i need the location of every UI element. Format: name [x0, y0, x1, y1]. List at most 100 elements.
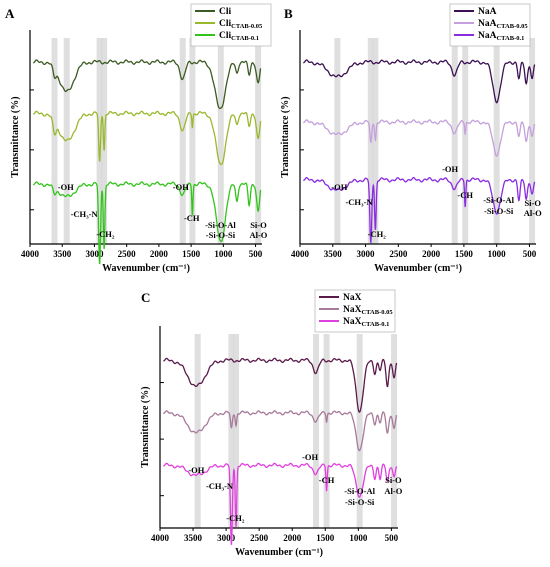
highlight-band — [96, 38, 103, 244]
x-axis-title: Wavenumber (cm⁻¹) — [374, 263, 462, 274]
series-line-1 — [303, 119, 536, 157]
series-line-2 — [303, 176, 536, 244]
peak-annotation: Si-O — [385, 475, 402, 485]
legend-entry: CliCTAB-0.1 — [219, 31, 259, 42]
peak-annotation: -Si-O-Si — [345, 497, 375, 507]
x-tick-label: 1000 — [488, 249, 507, 259]
peak-annotation: -Si-O-Si — [206, 230, 236, 240]
x-tick-label: 1500 — [316, 533, 335, 543]
panel-letter: C — [141, 290, 150, 305]
legend-name: NaA — [478, 19, 497, 29]
x-tick-label: 1500 — [182, 249, 201, 259]
x-axis-title: Wavenumber (cm⁻¹) — [235, 547, 323, 558]
legend-subscript: CTAB-0.05 — [361, 309, 393, 316]
x-axis-title: Wavenumber (cm⁻¹) — [102, 263, 190, 274]
peak-annotation: -CH — [457, 190, 473, 200]
x-tick-label: 1500 — [455, 249, 474, 259]
highlight-band — [179, 38, 186, 244]
peak-annotation: -CH — [184, 213, 200, 223]
peak-annotation: -OH — [302, 452, 318, 462]
x-tick-label: 500 — [523, 249, 537, 259]
highlight-band — [451, 38, 458, 244]
x-tick-label: 2000 — [150, 249, 169, 259]
series-line-2 — [163, 462, 398, 546]
panel-letter: A — [5, 6, 15, 21]
peak-annotation: -Si-O-Al — [344, 486, 375, 496]
y-axis-title: Transmittance (%) — [280, 96, 291, 177]
peak-annotation: -Si-O-Al — [205, 220, 236, 230]
legend-name: NaX — [343, 317, 362, 327]
highlight-band — [462, 38, 469, 244]
x-tick-label: 3000 — [217, 533, 236, 543]
peak-annotation: -CH₂ — [226, 513, 245, 523]
x-tick-label: 4000 — [151, 533, 170, 543]
highlight-band — [334, 38, 341, 244]
series-line-1 — [163, 410, 398, 452]
panel-b: B 4000 3500 3000 2500 2000 1500 1000 500 Wavenumb… — [280, 3, 542, 274]
legend-name: NaX — [343, 305, 362, 315]
peak-annotation: -OH — [188, 465, 204, 475]
highlight-band — [313, 334, 320, 528]
series-line-0 — [163, 357, 398, 413]
peak-annotation: Al-O — [524, 208, 542, 218]
highlight-band — [255, 38, 262, 244]
x-tick-label: 500 — [385, 533, 399, 543]
y-axis-title: Transmittance (%) — [10, 96, 21, 177]
legend-entry: NaXCTAB-0.05 — [343, 305, 393, 316]
highlight-band — [63, 38, 70, 244]
series-line-0 — [33, 59, 262, 110]
highlight-band — [493, 38, 500, 244]
legend-subscript: CTAB-0.1 — [231, 35, 259, 42]
highlight-band — [217, 38, 224, 244]
series-line-0 — [303, 59, 536, 104]
legend-entry: NaX — [343, 293, 362, 303]
x-tick-label: 2500 — [250, 533, 269, 543]
x-tick-label: 2000 — [283, 533, 302, 543]
legend-name: Cli — [219, 7, 232, 17]
legend-name: Cli — [219, 19, 232, 29]
x-tick-label: 3000 — [85, 249, 104, 259]
x-tick-label: 1000 — [349, 533, 368, 543]
x-tick-label: 2500 — [389, 249, 408, 259]
peak-annotation: -CH₃-N — [71, 209, 99, 219]
highlight-band — [529, 38, 536, 244]
x-tick-label: 2000 — [422, 249, 441, 259]
x-tick-label: 3000 — [357, 249, 376, 259]
highlight-band — [391, 334, 398, 528]
x-tick-label: 2500 — [118, 249, 137, 259]
series-line-2 — [33, 181, 262, 265]
legend-entry: NaACTAB-0.1 — [478, 31, 524, 42]
legend-name: NaA — [478, 31, 497, 41]
legend-name: NaA — [478, 7, 497, 17]
peak-annotation: -CH — [319, 475, 335, 485]
legend-box — [190, 3, 272, 47]
legend-subscript: CTAB-0.05 — [231, 23, 263, 30]
x-tick-label: 1000 — [214, 249, 233, 259]
legend-entry: NaACTAB-0.05 — [478, 19, 528, 30]
peak-annotation: -CH₂ — [368, 229, 387, 239]
peak-annotation: -Si-O-Si — [484, 206, 514, 216]
peak-annotation: -OH — [173, 182, 189, 192]
x-tick-label: 4000 — [291, 249, 310, 259]
legend-name: Cli — [219, 31, 232, 41]
peak-annotation: Si-O — [250, 220, 267, 230]
peak-annotation: -OH — [442, 164, 458, 174]
peak-annotation: -CH₃-N — [206, 481, 234, 491]
x-tick-label: 3500 — [53, 249, 72, 259]
legend-entry: CliCTAB-0.05 — [219, 19, 263, 30]
peak-annotation: -CH₃-N — [345, 197, 373, 207]
highlight-band — [228, 334, 235, 528]
panel-a: A 4000 3500 3000 2500 2000 1500 1000 500 Wavenumb… — [5, 3, 272, 274]
x-tick-label: 4000 — [21, 249, 40, 259]
highlight-band — [233, 334, 240, 528]
peak-annotation: Al-O — [249, 230, 267, 240]
x-tick-label: 500 — [249, 249, 263, 259]
series-line-1 — [32, 110, 262, 166]
panel-c: C 4000 3500 3000 2500 2000 1500 1000 500 Wavenumb… — [140, 289, 403, 558]
peak-annotation: -OH — [331, 182, 347, 192]
highlight-band — [189, 38, 196, 244]
